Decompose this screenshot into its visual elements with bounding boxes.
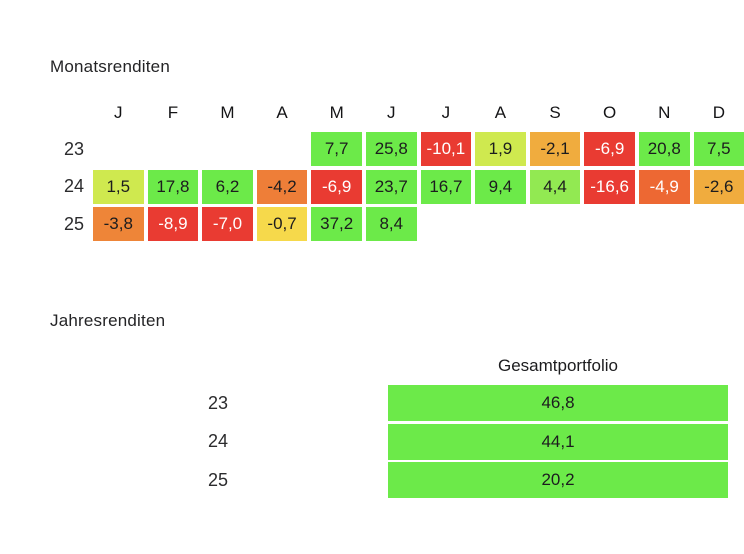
month-column-header: J xyxy=(387,103,396,122)
month-cell-empty xyxy=(584,207,635,241)
annual-returns-title: Jahresrenditen xyxy=(50,311,166,330)
month-cell-empty xyxy=(421,207,472,241)
month-cell: 23,7 xyxy=(365,169,417,204)
month-column-header: M xyxy=(329,103,344,122)
month-cell: -2,6 xyxy=(693,169,744,204)
month-cell: 7,5 xyxy=(693,132,744,166)
month-column-header: D xyxy=(712,103,725,122)
month-cell: -16,6 xyxy=(584,169,635,204)
portfolio-column-header: Gesamtportfolio xyxy=(498,356,618,375)
month-cell-empty xyxy=(257,132,308,166)
month-cell-empty xyxy=(694,207,744,241)
month-cell: 16,7 xyxy=(420,169,472,204)
month-column-header: J xyxy=(114,103,123,122)
month-cell: -8,9 xyxy=(147,207,199,241)
month-cell: -10,1 xyxy=(420,132,472,166)
annual-bar: 44,1 xyxy=(388,423,728,460)
annual-year-label: 23 xyxy=(207,392,228,413)
annual-bar: 20,2 xyxy=(388,462,728,498)
month-cell: 25,8 xyxy=(365,132,417,166)
month-cell: 6,2 xyxy=(202,169,253,204)
month-column-header: A xyxy=(494,103,507,122)
month-cell: 8,4 xyxy=(365,207,417,241)
month-cell-empty xyxy=(202,132,253,166)
month-cell: 1,5 xyxy=(93,169,144,204)
month-row: -3,8 -8,9 -7,0 -0,7 37,2 8,4 xyxy=(93,207,744,241)
month-cell: -2,1 xyxy=(529,132,581,166)
month-cell: -3,8 xyxy=(93,207,144,241)
month-row: 1,5 17,8 6,2 -4,2 -6,9 23,7 16,7 9,4 4,4 -16,6 -4,… xyxy=(93,169,744,204)
month-cell: 37,2 xyxy=(311,207,362,241)
month-column-header: S xyxy=(549,103,561,122)
month-cell-empty xyxy=(475,207,526,241)
month-cell: 1,9 xyxy=(475,132,526,166)
month-cell: 17,8 xyxy=(147,169,199,204)
month-cell-empty xyxy=(93,132,144,166)
month-cell: -4,9 xyxy=(638,169,690,204)
annual-bar: 46,8 xyxy=(388,385,728,421)
month-cell-empty xyxy=(148,132,199,166)
month-cell: -6,9 xyxy=(311,169,362,204)
monthly-returns-title: Monatsrenditen xyxy=(50,57,170,76)
month-column-header: J xyxy=(441,103,451,122)
year-label: 25 xyxy=(63,213,84,234)
annual-year-label: 25 xyxy=(207,469,228,490)
year-label: 24 xyxy=(63,176,84,196)
annual-year-label: 24 xyxy=(207,431,228,451)
month-cell: -0,7 xyxy=(256,207,308,241)
month-cell-empty xyxy=(639,207,690,241)
month-column-header: O xyxy=(603,103,617,122)
month-cell: 20,8 xyxy=(638,132,690,166)
month-cell: -4,2 xyxy=(256,169,308,204)
month-column-header: M xyxy=(220,103,235,122)
month-cell: 7,7 xyxy=(311,132,362,166)
year-label: 23 xyxy=(63,138,84,159)
month-cell: 9,4 xyxy=(475,169,526,204)
month-column-header: F xyxy=(167,103,179,122)
month-cell-empty xyxy=(530,207,581,241)
month-row: 7,7 25,8 -10,1 1,9 -2,1 -6,9 20,8 7,5 xyxy=(93,132,744,166)
month-column-header: A xyxy=(276,103,288,122)
month-cell: -7,0 xyxy=(202,207,253,241)
month-column-header: N xyxy=(658,103,671,122)
month-cell: -6,9 xyxy=(584,132,635,166)
month-cell: 4,4 xyxy=(529,169,581,204)
